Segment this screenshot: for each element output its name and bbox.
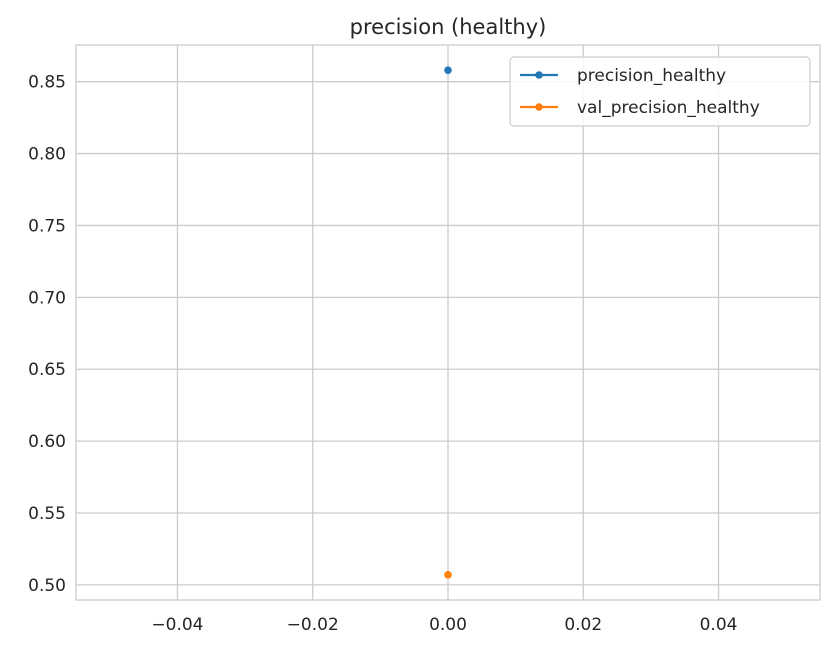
series-val_precision_healthy (444, 571, 452, 579)
legend-item: precision_healthy (520, 66, 726, 86)
legend-marker (535, 103, 543, 111)
y-tick-label: 0.55 (28, 504, 66, 524)
series-precision_healthy (444, 66, 452, 74)
y-tick-label: 0.60 (28, 432, 66, 452)
x-tick-label: 0.02 (564, 615, 602, 635)
legend-label: val_precision_healthy (577, 98, 760, 118)
data-point (444, 66, 452, 74)
y-tick-label: 0.80 (28, 145, 66, 165)
legend: precision_healthy val_precision_healthy (509, 56, 811, 127)
x-tick-label: −0.04 (151, 615, 203, 635)
y-tick-label: 0.50 (28, 576, 66, 596)
x-tick-label: 0.00 (429, 615, 467, 635)
series (444, 66, 452, 579)
plot-frame (75, 44, 821, 601)
x-tick-label: 0.04 (700, 615, 738, 635)
y-tick-label: 0.65 (28, 360, 66, 380)
legend-frame (509, 56, 811, 127)
y-tick-label: 0.75 (28, 216, 66, 236)
y-tick-label: 0.85 (28, 73, 66, 93)
x-tick-label: −0.02 (287, 615, 339, 635)
y-tick-label: 0.70 (28, 288, 66, 308)
data-point (444, 571, 452, 579)
legend-item: val_precision_healthy (520, 98, 760, 118)
x-axis-ticks: −0.04 −0.02 0.00 0.02 0.04 (151, 615, 737, 635)
legend-label: precision_healthy (577, 66, 726, 86)
legend-marker (535, 71, 543, 79)
chart-title: precision (healthy) (350, 15, 547, 39)
y-axis-ticks: 0.50 0.55 0.60 0.65 0.70 0.75 0.80 0.85 (28, 73, 66, 596)
grid (76, 45, 820, 600)
